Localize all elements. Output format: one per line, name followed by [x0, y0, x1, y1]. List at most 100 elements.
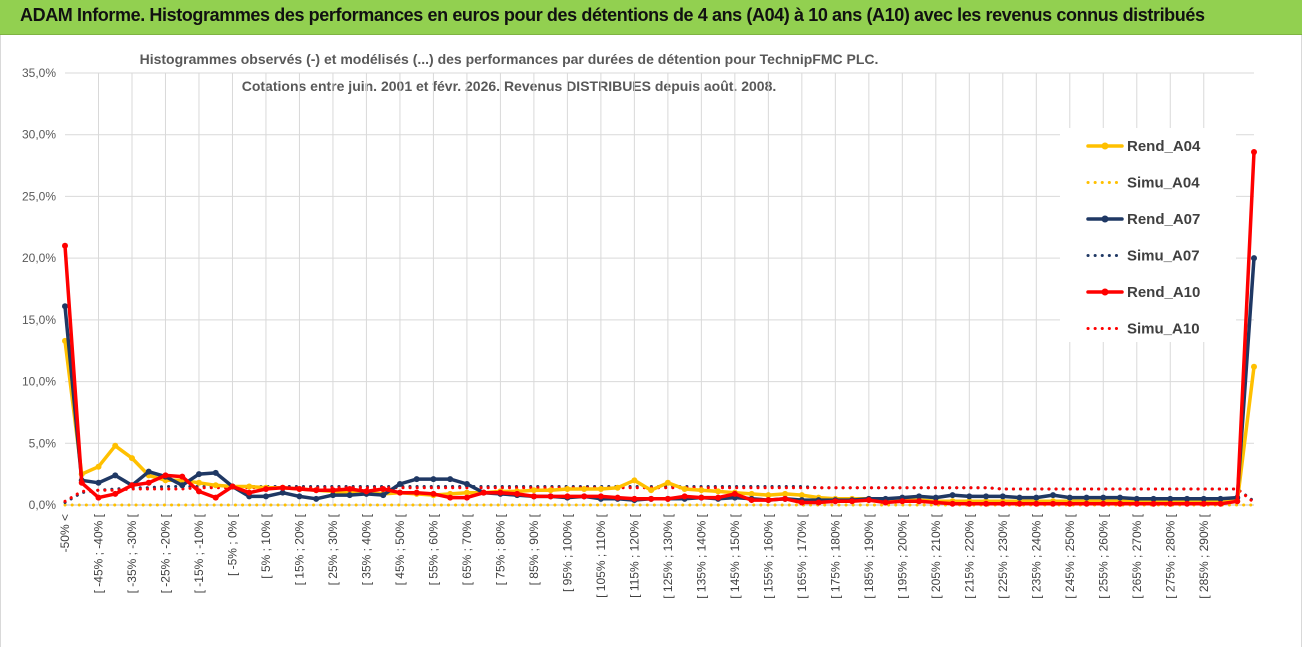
data-point-rend-a07 [1016, 494, 1023, 501]
x-tick-label: [ 15% ; 20% [ [292, 513, 306, 585]
data-point-rend-a04 [715, 488, 722, 495]
legend-label-simu-a07: Simu_A07 [1127, 248, 1200, 265]
data-point-rend-a07 [966, 493, 973, 500]
data-point-rend-a07 [983, 493, 990, 500]
data-point-rend-a10 [380, 485, 387, 492]
legend-label-rend-a04: Rend_A04 [1127, 138, 1201, 155]
legend-label-simu-a04: Simu_A04 [1127, 175, 1200, 192]
x-tick-label: [ 95% ; 100% [ [560, 513, 574, 592]
data-point-rend-a10 [212, 494, 219, 501]
data-point-rend-a07 [329, 492, 336, 499]
chart-subtitle: Cotations entre juin. 2001 et févr. 2026… [242, 78, 777, 94]
data-point-rend-a10 [932, 499, 939, 506]
legend-label-rend-a07: Rend_A07 [1127, 211, 1200, 228]
data-point-rend-a04 [614, 484, 621, 491]
legend-marker-rend-a07 [1101, 215, 1109, 223]
data-point-rend-a10 [999, 500, 1006, 507]
data-point-rend-a10 [1066, 500, 1073, 507]
legend-label-simu-a10: Simu_A10 [1127, 321, 1200, 338]
data-point-rend-a10 [413, 489, 420, 496]
y-tick-label: 20,0% [22, 251, 56, 265]
data-point-rend-a10 [447, 494, 454, 501]
data-point-rend-a10 [698, 494, 705, 501]
data-point-rend-a10 [497, 489, 504, 496]
y-tick-label: 25,0% [22, 189, 56, 203]
data-point-rend-a10 [262, 485, 269, 492]
data-point-rend-a10 [514, 490, 521, 497]
x-tick-label: [ 105% ; 110% [ [594, 513, 608, 597]
data-point-rend-a04 [564, 485, 571, 492]
data-point-rend-a04 [597, 485, 604, 492]
x-tick-label: -50% < [58, 514, 72, 552]
data-point-rend-a10 [430, 490, 437, 497]
chart-title: Histogrammes observés (-) et modélisés (… [140, 51, 879, 67]
data-point-rend-a10 [246, 489, 253, 496]
data-point-rend-a07 [346, 492, 353, 499]
data-point-rend-a10 [296, 485, 303, 492]
data-point-rend-a04 [195, 479, 202, 486]
x-tick-label: [ -5% ; 0% [ [225, 513, 239, 576]
data-point-rend-a10 [966, 500, 973, 507]
x-tick-label: [ 205% ; 210% [ [929, 513, 943, 598]
data-point-rend-a07 [62, 303, 68, 310]
data-point-rend-a07 [1083, 494, 1090, 501]
legend-marker-rend-a10 [1101, 288, 1109, 296]
data-point-rend-a10 [899, 498, 906, 505]
data-point-rend-a07 [1033, 494, 1040, 501]
data-point-rend-a10 [748, 497, 755, 504]
data-point-rend-a07 [313, 495, 320, 502]
data-point-rend-a07 [1217, 495, 1224, 502]
data-point-rend-a10 [1167, 500, 1174, 507]
data-point-rend-a04 [648, 487, 655, 494]
data-point-rend-a10 [916, 498, 923, 505]
data-point-rend-a10 [145, 479, 152, 486]
data-point-rend-a07 [1050, 492, 1057, 499]
x-tick-label: [ 55% ; 60% [ [426, 513, 440, 585]
x-tick-label: [ 195% ; 200% [ [895, 513, 909, 598]
data-point-rend-a10 [832, 498, 839, 505]
data-point-rend-a10 [715, 494, 722, 501]
y-tick-label: 5,0% [29, 436, 57, 450]
data-point-rend-a10 [1133, 500, 1140, 507]
data-point-rend-a07 [463, 481, 470, 488]
data-point-rend-a10 [1217, 500, 1224, 507]
data-point-rend-a10 [179, 473, 186, 480]
data-point-rend-a07 [179, 482, 186, 489]
x-tick-label: [ -25% ; -20% [ [158, 513, 172, 593]
data-point-rend-a07 [999, 493, 1006, 500]
data-point-rend-a04 [631, 477, 638, 484]
data-point-rend-a07 [396, 481, 403, 488]
data-point-rend-a07 [1184, 495, 1191, 502]
data-point-rend-a10 [112, 490, 119, 497]
x-tick-label: [ 75% ; 80% [ [493, 513, 507, 585]
data-point-rend-a10 [564, 493, 571, 500]
data-point-rend-a07 [413, 476, 420, 483]
x-tick-label: [ 135% ; 140% [ [694, 513, 708, 598]
data-point-rend-a10 [581, 493, 588, 500]
x-tick-label: [ 25% ; 30% [ [326, 513, 340, 585]
data-point-rend-a10 [1016, 500, 1023, 507]
x-tick-label: [ 235% ; 240% [ [1029, 513, 1043, 598]
data-point-rend-a07 [380, 492, 387, 499]
x-tick-label: [ -45% ; -40% [ [91, 513, 105, 593]
legend-background [1060, 128, 1236, 342]
data-point-rend-a10 [681, 493, 688, 500]
data-point-rend-a10 [396, 489, 403, 496]
data-point-rend-a10 [1200, 500, 1207, 507]
data-point-rend-a07 [1167, 495, 1174, 502]
data-point-rend-a10 [765, 497, 772, 504]
y-tick-label: 0,0% [29, 498, 57, 512]
data-point-rend-a04 [664, 479, 671, 486]
data-point-rend-a07 [279, 489, 286, 496]
data-point-rend-a04 [782, 490, 789, 497]
data-point-rend-a07 [112, 472, 119, 479]
plot-area [62, 148, 1257, 507]
data-point-rend-a07 [430, 476, 437, 483]
data-point-rend-a10 [815, 499, 822, 506]
x-tick-label: [ 165% ; 170% [ [795, 513, 809, 598]
data-point-rend-a07 [1133, 495, 1140, 502]
data-point-rend-a10 [279, 484, 286, 491]
data-point-rend-a04 [765, 492, 772, 499]
data-point-rend-a10 [865, 497, 872, 504]
y-tick-label: 10,0% [22, 375, 56, 389]
